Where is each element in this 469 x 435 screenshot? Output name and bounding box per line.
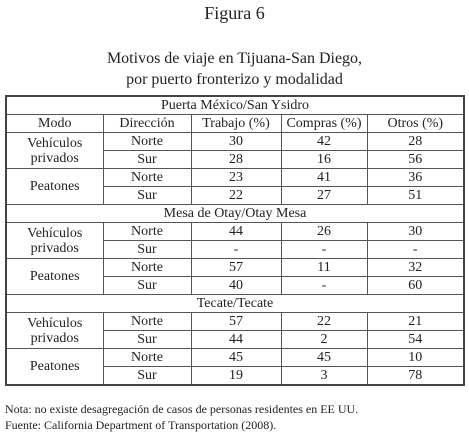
data-table: Puerta México/San Ysidro Modo Dirección Tra… — [5, 95, 466, 386]
title-line: Motivos de viaje en Tijuana-San Diego, — [106, 50, 363, 67]
value-cell: 36 — [366, 168, 465, 187]
table-row: Sur 19 3 78 — [6, 366, 465, 386]
direction-cell: Norte — [102, 348, 192, 367]
direction-cell: Sur — [102, 186, 192, 205]
notes: Nota: no existe desagregación de casos d… — [5, 401, 358, 433]
table-row: Vehículos privados Norte 44 26 30 — [5, 222, 465, 259]
value-cell: - — [280, 240, 368, 259]
value-cell: 16 — [280, 150, 368, 169]
direction-cell: Norte — [102, 312, 192, 331]
value-cell: 32 — [366, 258, 465, 277]
section-header: Mesa de Otay/Otay Mesa — [5, 204, 465, 223]
value-cell: 28 — [190, 150, 282, 169]
column-header: Otros (%) — [366, 114, 465, 133]
direction-cell: Norte — [102, 258, 192, 277]
value-cell: 57 — [190, 258, 282, 277]
table-row: Mesa de Otay/Otay Mesa — [5, 204, 465, 223]
source: Fuente: California Department of Transpo… — [5, 418, 277, 432]
direction-cell: Sur — [102, 276, 192, 295]
value-cell: 30 — [190, 132, 282, 151]
value-cell: 21 — [366, 312, 465, 331]
value-cell: 60 — [366, 276, 465, 295]
figure-label: Figura 6 — [204, 3, 265, 23]
figure-title: Motivos de viaje en Tijuana-San Diego, p… — [0, 48, 469, 90]
column-header: Compras (%) — [280, 114, 368, 133]
value-cell: 28 — [366, 132, 465, 151]
section-header: Puerta México/San Ysidro — [5, 95, 465, 115]
table-row: Puerta México/San Ysidro — [5, 95, 465, 115]
value-cell: 44 — [190, 222, 282, 241]
mode-cell: Peatones — [5, 258, 104, 295]
value-cell: 26 — [280, 222, 368, 241]
value-cell: 3 — [280, 366, 368, 386]
value-cell: 51 — [366, 186, 465, 205]
direction-cell: Sur — [102, 240, 192, 259]
mode-cell: Peatones — [5, 168, 104, 205]
value-cell: 22 — [280, 312, 368, 331]
column-header: Trabajo (%) — [190, 114, 282, 133]
value-cell: 56 — [366, 150, 465, 169]
table-row: Sur - - - — [6, 240, 465, 259]
value-cell: 10 — [366, 348, 465, 367]
value-cell: 23 — [190, 168, 282, 187]
mode-cell: Vehículos privados — [5, 132, 104, 169]
value-cell: 11 — [280, 258, 368, 277]
direction-cell: Norte — [102, 222, 192, 241]
value-cell: 57 — [190, 312, 282, 331]
value-cell: - — [366, 240, 465, 259]
note: Nota: no existe desagregación de casos d… — [5, 402, 359, 416]
value-cell: 41 — [280, 168, 368, 187]
value-cell: 42 — [280, 132, 368, 151]
direction-cell: Norte — [102, 168, 192, 187]
value-cell: 40 — [190, 276, 282, 295]
value-cell: 78 — [366, 366, 465, 386]
value-cell: 54 — [366, 330, 465, 349]
value-cell: 45 — [280, 348, 368, 367]
value-cell: 27 — [280, 186, 368, 205]
value-cell: - — [280, 276, 368, 295]
table-row: Modo Dirección Trabajo (%) Compras (%) Otros… — [5, 114, 465, 133]
table-row: Vehículos privados Norte 30 42 28 — [5, 132, 465, 169]
table-row: Peatones Norte 23 41 36 — [5, 168, 465, 205]
table-row: Tecate/Tecate — [5, 294, 465, 313]
value-cell: 45 — [190, 348, 282, 367]
value-cell: 22 — [190, 186, 282, 205]
column-header: Modo — [5, 114, 104, 133]
direction-cell: Sur — [102, 150, 192, 169]
mode-cell: Vehículos privados — [5, 312, 104, 349]
table-row: Vehículos privados Norte 57 22 21 — [5, 312, 465, 349]
mode-cell: Vehículos privados — [5, 222, 104, 259]
direction-cell: Sur — [102, 366, 192, 386]
value-cell: - — [190, 240, 282, 259]
value-cell: 30 — [366, 222, 465, 241]
table-row: Peatones Norte 57 11 32 — [5, 258, 465, 295]
title-line: por puerto fronterizo y modalidad — [126, 71, 343, 88]
table-row: Sur 40-60 — [6, 276, 465, 295]
value-cell: 2 — [280, 330, 368, 349]
section-header: Tecate/Tecate — [5, 294, 465, 313]
value-cell: 44 — [190, 330, 282, 349]
mode-cell: Peatones — [5, 348, 104, 386]
value-cell: 19 — [190, 366, 282, 386]
table-row: Peatones Norte 45 45 10 — [5, 348, 465, 386]
direction-cell: Sur — [102, 330, 192, 349]
column-header: Dirección — [102, 114, 192, 133]
direction-cell: Norte — [102, 132, 192, 151]
